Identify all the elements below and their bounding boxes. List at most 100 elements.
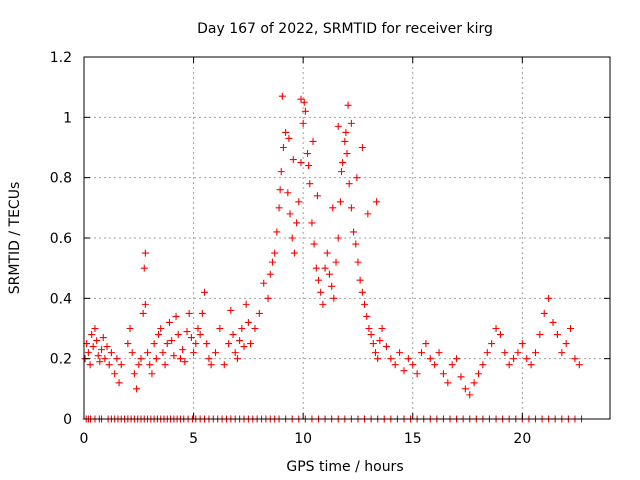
- data-point: [353, 174, 361, 182]
- data-point: [231, 349, 239, 357]
- data-point: [409, 361, 417, 369]
- data-point: [101, 355, 109, 363]
- data-point: [562, 340, 570, 348]
- data-point: [194, 325, 202, 332]
- data-point: [514, 349, 522, 357]
- data-point: [297, 159, 305, 167]
- x-tick-label: 10: [294, 431, 312, 447]
- data-point: [540, 309, 548, 317]
- x-tick-label: 5: [189, 431, 198, 447]
- data-point: [84, 349, 92, 357]
- data-point: [558, 349, 566, 357]
- data-point: [374, 355, 382, 363]
- data-point: [141, 249, 149, 257]
- data-point: [115, 379, 123, 387]
- points-layer: [81, 92, 586, 423]
- data-point: [288, 234, 296, 242]
- data-point: [133, 385, 141, 393]
- data-point: [190, 349, 198, 357]
- data-point: [304, 150, 312, 158]
- data-point: [220, 361, 228, 369]
- data-point: [117, 361, 125, 369]
- data-point: [329, 204, 337, 212]
- data-point: [105, 361, 113, 369]
- data-point: [422, 340, 430, 348]
- data-point: [313, 192, 321, 200]
- data-point: [286, 210, 294, 218]
- data-point: [207, 361, 215, 369]
- data-point: [453, 355, 461, 363]
- data-point: [365, 325, 373, 332]
- data-point: [571, 355, 579, 363]
- data-point: [328, 282, 336, 290]
- data-point: [470, 379, 478, 387]
- grid-layer: [84, 57, 610, 419]
- x-tick-label: 20: [513, 431, 531, 447]
- data-point: [418, 349, 426, 357]
- x-axis-label: GPS time / hours: [286, 459, 403, 475]
- data-point: [363, 312, 371, 320]
- data-point: [266, 270, 274, 278]
- data-point: [396, 349, 404, 357]
- data-point: [575, 361, 583, 369]
- data-point: [94, 352, 102, 360]
- data-point: [289, 156, 297, 164]
- data-point: [325, 270, 333, 278]
- y-tick-label: 1.2: [50, 50, 72, 66]
- data-point: [146, 361, 154, 369]
- data-point: [130, 370, 138, 378]
- y-tick-label: 0.6: [50, 231, 72, 247]
- data-point: [240, 343, 248, 351]
- data-point: [155, 331, 163, 339]
- data-point: [273, 228, 281, 236]
- data-point: [444, 379, 452, 387]
- data-point: [545, 294, 553, 302]
- data-point: [275, 204, 283, 212]
- data-point: [141, 300, 149, 308]
- data-point: [315, 276, 323, 284]
- data-point: [488, 340, 496, 348]
- data-point: [413, 370, 421, 378]
- data-point: [319, 300, 327, 308]
- data-point: [301, 107, 309, 115]
- data-point: [321, 264, 329, 272]
- data-point: [356, 276, 364, 284]
- data-point: [293, 219, 301, 227]
- data-point: [334, 122, 342, 130]
- data-point: [144, 349, 152, 357]
- data-point: [150, 340, 158, 348]
- data-point: [347, 119, 355, 127]
- data-point: [99, 334, 107, 342]
- data-point: [135, 361, 143, 369]
- data-point: [536, 331, 544, 339]
- data-point: [567, 325, 575, 332]
- data-point: [350, 228, 358, 236]
- data-point: [229, 331, 237, 339]
- data-point: [439, 370, 447, 378]
- data-point: [192, 340, 200, 348]
- data-point: [111, 370, 119, 378]
- data-point: [364, 210, 372, 218]
- data-point: [317, 288, 325, 296]
- data-point: [295, 198, 303, 206]
- data-point: [98, 346, 106, 354]
- data-point: [461, 385, 469, 393]
- data-point: [549, 318, 557, 326]
- data-point: [201, 288, 209, 296]
- data-point: [367, 331, 375, 339]
- data-point: [378, 325, 386, 332]
- data-point: [238, 325, 246, 332]
- data-point: [278, 92, 286, 100]
- data-point: [196, 331, 204, 339]
- data-point: [354, 258, 362, 266]
- data-point: [251, 325, 259, 332]
- data-point: [86, 361, 94, 369]
- data-point: [205, 355, 213, 363]
- data-point: [174, 331, 182, 339]
- data-point: [310, 240, 318, 248]
- data-point: [212, 349, 219, 357]
- data-point: [152, 355, 160, 363]
- data-point: [426, 355, 434, 363]
- tick-labels-layer: 0 0.2 0.4 0.6 0.8 1 1.2 0 5 10 15 20: [50, 50, 532, 447]
